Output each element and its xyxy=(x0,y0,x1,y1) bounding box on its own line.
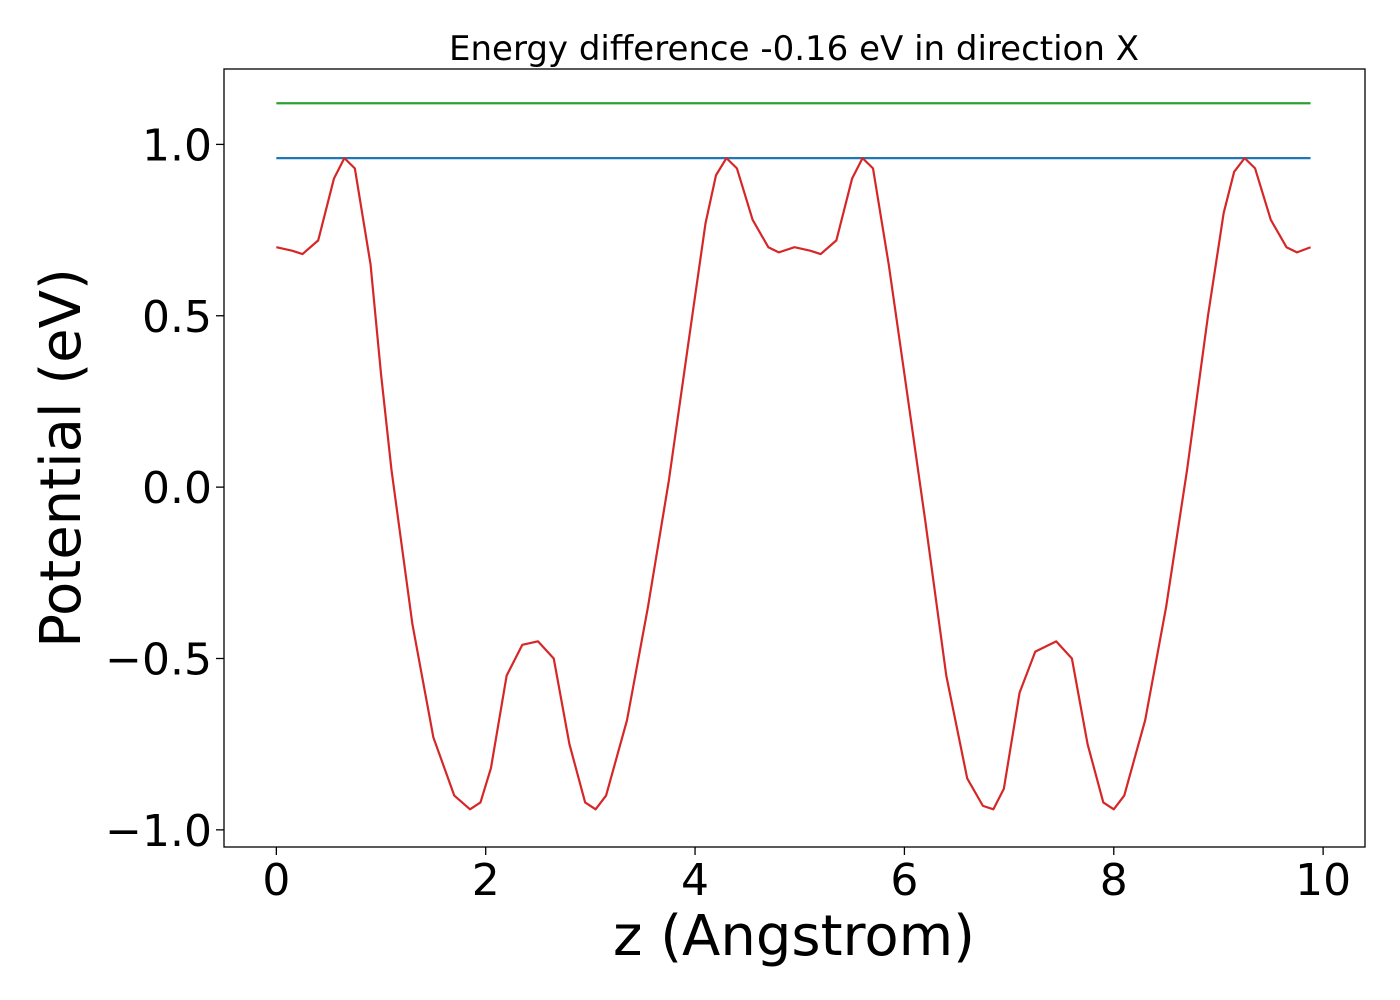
y-tick-label: 0.0 xyxy=(142,463,212,514)
y-tick-label: 0.5 xyxy=(142,292,212,343)
series-line-3 xyxy=(276,157,1311,811)
x-tick-label: 10 xyxy=(1295,855,1351,906)
x-tick-label: 8 xyxy=(1100,855,1128,906)
x-axis-label: z (Angstrom) xyxy=(613,904,975,969)
x-tick-label: 4 xyxy=(681,855,709,906)
x-tick-label: 6 xyxy=(890,855,918,906)
chart-title: Energy difference -0.16 eV in direction … xyxy=(449,29,1139,69)
y-tick-label: 1.0 xyxy=(142,120,212,171)
plot-area xyxy=(276,102,1311,811)
x-tick-label: 0 xyxy=(262,855,290,906)
y-axis: 1.0 0.5 0.0 −0.5 −1.0 xyxy=(105,120,224,857)
y-tick-label: −1.0 xyxy=(105,806,212,857)
x-tick-label: 2 xyxy=(472,855,500,906)
x-axis: 0 2 4 6 8 10 xyxy=(262,847,1351,906)
y-axis-label: Potential (eV) xyxy=(29,268,94,648)
axes-frame xyxy=(223,68,1366,848)
y-tick-label: −0.5 xyxy=(105,634,212,685)
